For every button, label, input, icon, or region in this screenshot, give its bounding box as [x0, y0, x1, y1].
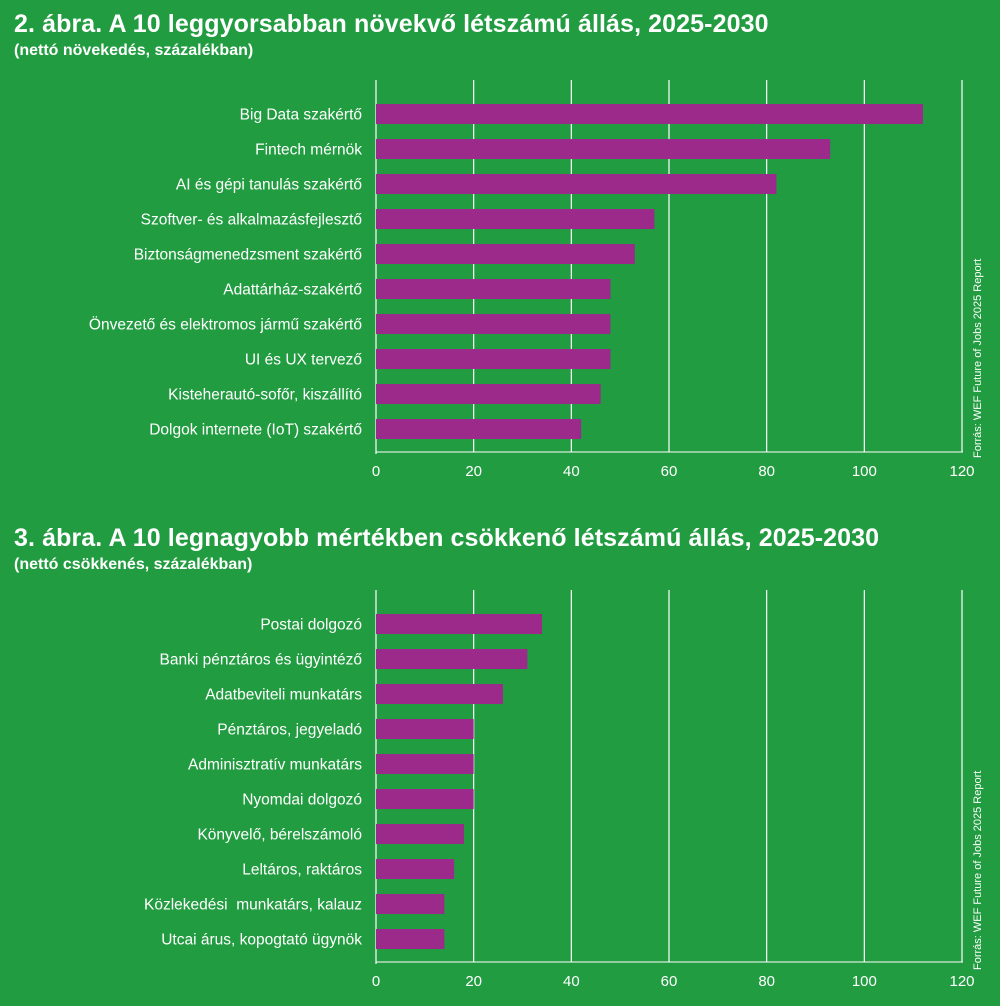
bar — [376, 719, 474, 739]
category-label: UI és UX tervező — [245, 352, 362, 369]
bar — [376, 314, 611, 334]
category-label: Kisteherautó-sofőr, kiszállító — [168, 387, 362, 404]
category-label: Könyvelő, bérelszámoló — [197, 827, 362, 844]
chart-subtitle: (nettó csökkenés, százalékban) — [14, 556, 253, 573]
x-tick-label: 80 — [758, 463, 775, 480]
category-label: Szoftver- és alkalmazásfejlesztő — [141, 212, 362, 229]
category-label: AI és gépi tanulás szakértő — [176, 177, 362, 194]
bar — [376, 349, 611, 369]
category-label: Adatbeviteli munkatárs — [205, 687, 362, 704]
x-tick-label: 0 — [372, 973, 380, 990]
bar — [376, 139, 831, 159]
bar — [376, 929, 445, 949]
bar — [376, 104, 923, 124]
x-tick-label: 60 — [661, 463, 678, 480]
source-note: Forrás: WEF Future of Jobs 2025 Report — [972, 258, 984, 458]
category-label: Közlekedési munkatárs, kalauz — [144, 897, 362, 914]
chart-panel-growth: 2. ábra. A 10 leggyorsabban növekvő léts… — [0, 0, 1000, 500]
category-label: Postai dolgozó — [260, 617, 362, 634]
category-label: Fintech mérnök — [255, 142, 362, 159]
bar — [376, 419, 582, 439]
category-label: Pénztáros, jegyeladó — [217, 722, 362, 739]
bar — [376, 614, 543, 634]
chart-title: 3. ábra. A 10 legnagyobb mértékben csökk… — [14, 524, 880, 552]
bar — [376, 789, 474, 809]
x-tick-label: 120 — [949, 463, 974, 480]
category-label: Banki pénztáros és ügyintéző — [160, 652, 362, 669]
bar — [376, 754, 474, 774]
category-label: Leltáros, raktáros — [242, 862, 362, 879]
x-tick-label: 20 — [465, 463, 482, 480]
chart-title: 2. ábra. A 10 leggyorsabban növekvő léts… — [14, 10, 769, 38]
category-label: Big Data szakértő — [240, 107, 362, 124]
bar — [376, 384, 601, 404]
source-note: Forrás: WEF Future of Jobs 2025 Report — [972, 770, 984, 970]
bar-chart-growth: 0 20 40 60 80 100 120 Big Data szakértő Fintech … — [89, 80, 975, 480]
category-label: Önvezető és elektromos jármű szakértő — [89, 316, 362, 334]
bar-chart-decline: 0 20 40 60 80 100 120 Postai dolgozó Banki pénzt… — [144, 590, 975, 990]
bar — [376, 824, 464, 844]
x-tick-label: 100 — [852, 973, 877, 990]
x-tick-label: 100 — [852, 463, 877, 480]
bar — [376, 209, 655, 229]
bar — [376, 279, 611, 299]
category-label: Utcai árus, kopogtató ügynök — [161, 932, 362, 949]
bar — [376, 649, 528, 669]
x-tick-label: 40 — [563, 463, 580, 480]
x-tick-label: 60 — [661, 973, 678, 990]
bar — [376, 244, 635, 264]
x-tick-label: 120 — [949, 973, 974, 990]
chart-panel-decline: 3. ábra. A 10 legnagyobb mértékben csökk… — [0, 520, 1000, 1006]
category-label: Adminisztratív munkatárs — [188, 757, 362, 774]
x-tick-label: 20 — [465, 973, 482, 990]
x-tick-label: 80 — [758, 973, 775, 990]
category-label: Adattárház-szakértő — [223, 282, 362, 299]
x-tick-label: 40 — [563, 973, 580, 990]
bar — [376, 684, 503, 704]
chart-subtitle: (nettó növekedés, százalékban) — [14, 42, 254, 59]
bar — [376, 174, 777, 194]
category-label: Biztonságmenedzsment szakértő — [134, 247, 362, 264]
category-label: Nyomdai dolgozó — [242, 792, 362, 809]
category-label: Dolgok internete (IoT) szakértő — [149, 422, 362, 439]
x-tick-label: 0 — [372, 463, 380, 480]
bar — [376, 894, 445, 914]
bar — [376, 859, 455, 879]
